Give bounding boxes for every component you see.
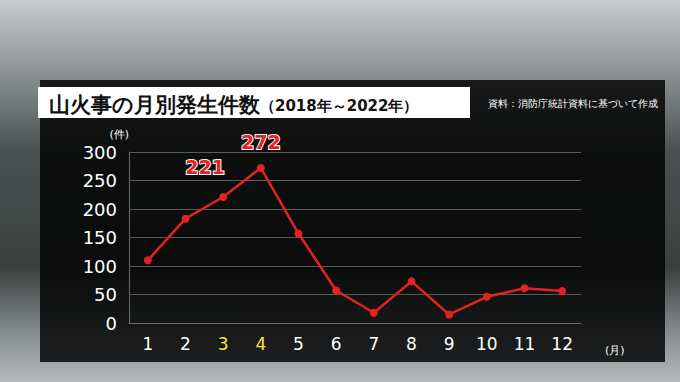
svg-text:4: 4 bbox=[255, 334, 266, 354]
svg-text:8: 8 bbox=[406, 334, 417, 354]
svg-text:山火事の月別発生件数: 山火事の月別発生件数 bbox=[49, 93, 261, 117]
svg-text:6: 6 bbox=[331, 334, 342, 354]
svg-text:300: 300 bbox=[83, 142, 117, 163]
svg-text:221: 221 bbox=[185, 156, 225, 178]
svg-text:12: 12 bbox=[551, 334, 573, 354]
svg-text:0: 0 bbox=[106, 313, 117, 334]
svg-text:200: 200 bbox=[83, 199, 117, 220]
svg-text:50: 50 bbox=[94, 284, 117, 305]
svg-text:150: 150 bbox=[83, 227, 117, 248]
svg-text:11: 11 bbox=[514, 334, 536, 354]
svg-text:250: 250 bbox=[83, 170, 117, 191]
svg-text:5: 5 bbox=[293, 334, 304, 354]
svg-text:(月): (月) bbox=[605, 344, 625, 357]
svg-text:2: 2 bbox=[180, 334, 191, 354]
svg-text:（2018年～2022年）: （2018年～2022年） bbox=[260, 97, 419, 115]
svg-text:3: 3 bbox=[218, 334, 229, 354]
svg-text:272: 272 bbox=[241, 131, 281, 153]
svg-text:資料：消防庁統計資料に基づいて作成: 資料：消防庁統計資料に基づいて作成 bbox=[488, 98, 658, 109]
svg-text:(件): (件) bbox=[109, 128, 129, 141]
svg-text:7: 7 bbox=[368, 334, 379, 354]
svg-text:100: 100 bbox=[83, 256, 117, 277]
svg-text:10: 10 bbox=[476, 334, 498, 354]
svg-text:1: 1 bbox=[142, 334, 153, 354]
svg-text:9: 9 bbox=[444, 334, 455, 354]
